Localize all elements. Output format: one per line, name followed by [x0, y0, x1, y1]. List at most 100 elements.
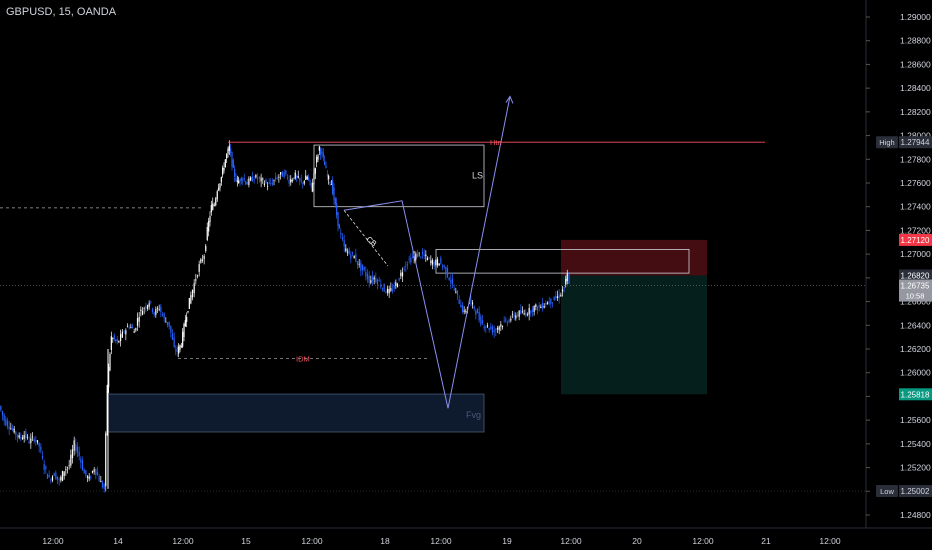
candle-body	[433, 261, 435, 267]
entry-badge-value: 1.26820	[901, 271, 930, 280]
candle-body	[391, 289, 394, 291]
candle-body	[100, 480, 102, 483]
candle-body	[370, 280, 372, 283]
candle-body	[453, 289, 455, 290]
candle-body	[401, 272, 404, 277]
candle-body	[324, 161, 326, 166]
candle-body	[240, 177, 242, 181]
candle-body	[235, 177, 237, 182]
candle-body	[251, 176, 253, 182]
candle-body	[38, 442, 40, 447]
candle-body	[488, 328, 490, 330]
candle-body	[25, 431, 27, 438]
symbol-title[interactable]: GBPUSD, 15, OANDA	[6, 6, 117, 18]
price-tick-label: 1.28400	[900, 83, 931, 93]
price-tick-label: 1.27000	[900, 249, 931, 259]
price-axis[interactable]: 1.29000 1.28800 1.28600 1.28400 1.28200 1.280…	[865, 0, 931, 528]
candle-body	[336, 203, 338, 216]
candle-body	[297, 176, 299, 178]
candle-body	[473, 306, 475, 309]
candle-body	[406, 264, 409, 265]
candle-body	[448, 277, 450, 280]
cb-line	[343, 210, 389, 267]
candle-body	[426, 257, 429, 260]
low-badge-label-bg	[876, 485, 898, 498]
candle-body	[475, 310, 477, 315]
price-tick-label: 1.25600	[900, 415, 931, 425]
zones-layer	[107, 144, 707, 433]
candle-body	[187, 311, 189, 313]
candle-body	[146, 305, 149, 309]
candle-body	[15, 431, 17, 436]
candle-body	[510, 318, 512, 321]
candle-body	[540, 306, 542, 309]
candle-body	[441, 265, 444, 267]
candle-body	[495, 329, 497, 331]
candle-body	[203, 255, 205, 259]
price-tick-label: 1.25200	[900, 463, 931, 473]
candle-body	[123, 331, 125, 333]
candle-body	[66, 467, 69, 469]
candle-body	[70, 454, 72, 466]
candle-body	[20, 437, 22, 438]
candle-body	[420, 256, 422, 258]
candle-body	[438, 263, 440, 266]
candle-body	[188, 298, 190, 309]
candle-body	[110, 336, 112, 350]
candle-body	[393, 285, 395, 289]
price-tick-label: 1.27400	[900, 202, 931, 212]
candle-body	[242, 179, 244, 181]
candle-body	[450, 280, 452, 284]
candle-body	[68, 465, 70, 467]
candle-body	[305, 175, 307, 180]
candle-body	[136, 318, 139, 326]
price-tick-label: 1.27200	[900, 225, 931, 235]
candle-body	[395, 282, 397, 286]
candle-body	[239, 179, 241, 182]
stop-badge-value: 1.27120	[901, 236, 930, 245]
candle-body	[80, 458, 82, 463]
candle-body	[443, 265, 445, 268]
idm-label: IDM	[296, 354, 310, 363]
candle-body	[446, 268, 449, 278]
candle-body	[416, 253, 419, 258]
candle-body	[43, 463, 45, 471]
candle-body	[355, 254, 357, 262]
candle-body	[363, 267, 365, 271]
candle-body	[486, 325, 489, 327]
candle-body	[200, 259, 202, 263]
time-axis[interactable]: 12:00 14 12:00 15 12:00 18 12:00 19 12:00 20 12:00…	[0, 527, 932, 546]
candle-body	[317, 155, 319, 160]
candle-body	[35, 439, 37, 442]
candle-body	[309, 180, 311, 182]
candle-body	[226, 154, 228, 159]
candle-body	[131, 326, 134, 329]
candle-body	[451, 278, 454, 285]
candle-body	[560, 295, 562, 297]
candle-body	[248, 178, 250, 185]
candle-body	[158, 309, 160, 311]
candle-body	[113, 335, 115, 340]
candle-body	[206, 226, 208, 240]
candle-body	[388, 288, 390, 294]
candle-body	[60, 476, 62, 481]
candle-body	[234, 169, 236, 177]
candle-body	[190, 295, 192, 304]
candle-body	[109, 354, 111, 371]
candle-body	[153, 312, 155, 315]
candle-body	[421, 251, 424, 255]
candle-body	[405, 265, 407, 267]
candle-body	[184, 320, 186, 327]
candle-body	[500, 324, 502, 327]
candle-body	[163, 313, 165, 318]
candle-body	[328, 175, 330, 180]
candle-body	[5, 419, 7, 426]
candle-body	[81, 460, 84, 471]
candle-body	[73, 440, 75, 451]
htn-label: Htn	[490, 138, 502, 147]
candle-body	[516, 314, 519, 316]
candle-body	[313, 173, 315, 180]
candle-body	[526, 314, 529, 316]
candle-body	[83, 469, 85, 474]
